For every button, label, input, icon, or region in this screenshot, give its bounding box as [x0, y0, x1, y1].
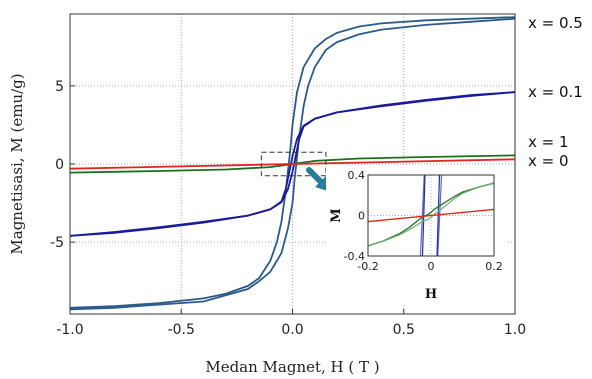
inset-background — [326, 166, 506, 304]
series-label-x-0: x = 0 — [528, 152, 569, 170]
x-tick-label-3: 0.5 — [393, 322, 415, 338]
arrow-shaft — [306, 167, 323, 184]
y-tick-label-1: 0 — [55, 157, 64, 173]
x-tick-label-2: 0.0 — [281, 322, 303, 338]
y-tick-label-2: 5 — [55, 79, 64, 95]
inset-y-tick-label-2: -0.4 — [344, 250, 365, 263]
inset-series-x-1-second-branch — [368, 182, 494, 247]
series-x-0-1-ascending-branch — [69, 91, 516, 237]
series-labels: x = 0.5 x = 0.1 x = 1x = 0 — [528, 14, 583, 170]
inset-y-axis-label: M — [329, 208, 344, 222]
y-tick-label-0: -5 — [50, 235, 64, 251]
inset-steep-branch-x-0-5-descending — [419, 175, 425, 256]
x-tick-label-0: -1.0 — [56, 322, 83, 338]
inset-tick-labels: -0.2 0 0.2 0.4 0 -0.4 — [344, 169, 503, 273]
main-series — [69, 16, 516, 311]
x-tick-label-1: -0.5 — [168, 322, 195, 338]
series-x-0-5-descending-branch — [69, 16, 516, 309]
inset-y-tick-label-1: 0 — [358, 210, 365, 223]
inset-x-tick-label-0: -0.2 — [357, 260, 378, 273]
inset-y-tick-label-0: 0.4 — [348, 169, 366, 182]
inset-plot-frame — [367, 174, 495, 257]
series-x-0-5-ascending-branch — [69, 17, 516, 311]
inset-x-tick-label-1: 0 — [428, 260, 435, 273]
series-label-x-1: x = 1 — [528, 133, 569, 151]
main-tick-labels: -1.0 -0.5 0.0 0.5 1.0 -5 0 5 — [50, 79, 526, 338]
inset-steep-branch-x-0-5-ascending — [437, 175, 443, 256]
x-axis-label: Medan Magnet, H ( T ) — [205, 358, 379, 376]
inset-x-axis-label: H — [425, 287, 437, 302]
x-tick-label-4: 1.0 — [504, 322, 526, 338]
y-axis-label: Magnetisasi, M (emu/g) — [8, 73, 26, 254]
series-label-x-0-5: x = 0.5 — [528, 14, 583, 32]
zoom-region-box — [260, 151, 327, 177]
inset-x-tick-label-2: 0.2 — [485, 260, 503, 273]
inset-series-x-0-line — [368, 208, 494, 223]
inset-series-x-1-line — [368, 182, 494, 247]
series-x-0-line — [69, 158, 516, 170]
series-label-x-0-1: x = 0.1 — [528, 83, 583, 101]
inset-series — [368, 175, 494, 256]
